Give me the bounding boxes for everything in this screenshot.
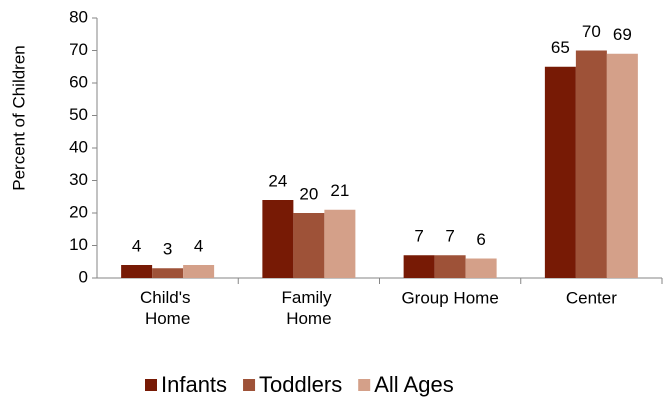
y-tick-label: 30 xyxy=(69,170,88,189)
data-label: 6 xyxy=(476,230,485,249)
bar xyxy=(183,265,215,278)
y-tick-label: 60 xyxy=(69,72,88,91)
bar xyxy=(293,213,325,278)
bar xyxy=(606,53,638,278)
y-tick-label: 40 xyxy=(69,137,88,156)
bar xyxy=(434,255,466,278)
legend-label: Infants xyxy=(161,372,227,397)
y-axis-title: Percent of Children xyxy=(9,45,28,191)
bar xyxy=(544,66,576,278)
legend-swatch xyxy=(358,379,371,391)
x-tick-label: Center xyxy=(566,288,617,307)
data-label: 4 xyxy=(132,236,141,255)
data-label: 4 xyxy=(194,236,203,255)
x-tick-label: Group Home xyxy=(401,288,498,307)
bar xyxy=(121,265,153,278)
y-tick-label: 50 xyxy=(69,105,88,124)
data-label: 7 xyxy=(445,227,454,246)
data-label: 65 xyxy=(551,38,570,57)
bar xyxy=(575,50,607,278)
bar xyxy=(403,255,435,278)
bar xyxy=(324,209,356,278)
data-label: 70 xyxy=(582,22,601,41)
x-tick-label: Child's Home xyxy=(140,288,195,328)
data-label: 20 xyxy=(299,184,318,203)
y-tick-label: 70 xyxy=(69,40,88,59)
data-label: 21 xyxy=(330,181,349,200)
data-label: 24 xyxy=(268,171,287,190)
data-label: 3 xyxy=(163,240,172,259)
y-tick-label: 0 xyxy=(79,267,88,286)
legend-label: All Ages xyxy=(374,372,454,397)
bar xyxy=(465,258,497,278)
y-tick-label: 10 xyxy=(69,235,88,254)
bar xyxy=(262,200,294,278)
bar xyxy=(152,268,184,278)
x-tick-label: Family Home xyxy=(281,288,336,328)
legend-swatch xyxy=(145,379,157,391)
y-tick-label: 80 xyxy=(69,7,88,26)
y-tick-label: 20 xyxy=(69,202,88,221)
data-label: 69 xyxy=(613,25,632,44)
legend-label: Toddlers xyxy=(259,372,342,397)
legend-swatch xyxy=(243,379,256,391)
data-label: 7 xyxy=(414,227,423,246)
